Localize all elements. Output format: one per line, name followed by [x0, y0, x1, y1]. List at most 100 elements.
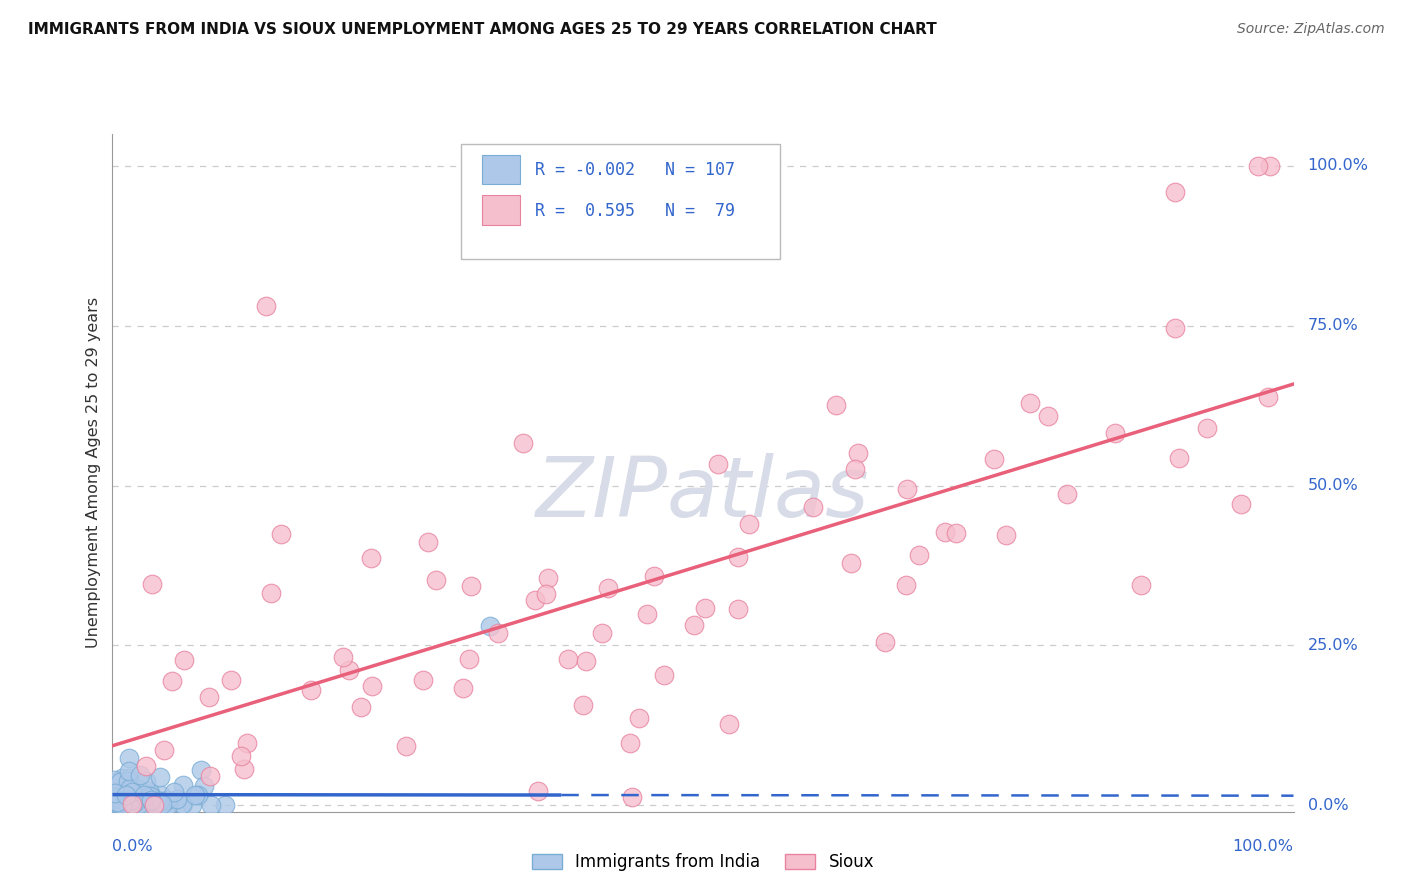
Text: R = -0.002   N = 107: R = -0.002 N = 107	[536, 161, 735, 179]
Point	[118, 764, 141, 778]
Point	[190, 763, 212, 777]
Point	[1036, 409, 1059, 424]
Point	[219, 673, 242, 688]
Point	[643, 569, 665, 583]
Legend: Immigrants from India, Sioux: Immigrants from India, Sioux	[524, 847, 882, 878]
Point	[150, 797, 173, 811]
Point	[184, 789, 207, 803]
Point	[139, 787, 162, 801]
Point	[134, 788, 156, 802]
Point	[112, 794, 135, 808]
Point	[112, 795, 135, 809]
Point	[121, 790, 143, 805]
Text: ZIPatlas: ZIPatlas	[536, 452, 870, 533]
Point	[141, 795, 163, 809]
Point	[135, 796, 157, 810]
Point	[1019, 396, 1042, 410]
Point	[873, 634, 896, 648]
Text: 100.0%: 100.0%	[1308, 158, 1368, 173]
Point	[125, 797, 148, 811]
Point	[108, 795, 131, 809]
Point	[1056, 487, 1078, 501]
Point	[111, 771, 134, 785]
Point	[134, 786, 156, 800]
Point	[620, 789, 643, 804]
Point	[636, 607, 658, 621]
Point	[557, 651, 579, 665]
Point	[652, 668, 675, 682]
Point	[117, 781, 139, 796]
Text: R =  0.595   N =  79: R = 0.595 N = 79	[536, 202, 735, 220]
Point	[135, 773, 157, 788]
Point	[120, 780, 142, 795]
Point	[200, 797, 222, 812]
Point	[571, 698, 593, 712]
Point	[107, 796, 129, 810]
Point	[458, 651, 481, 665]
Point	[360, 550, 382, 565]
Point	[534, 587, 557, 601]
Point	[104, 786, 127, 800]
FancyBboxPatch shape	[482, 195, 520, 225]
Point	[527, 784, 550, 798]
Point	[416, 534, 439, 549]
Point	[110, 775, 132, 789]
Point	[124, 790, 146, 805]
Point	[104, 781, 127, 796]
Point	[425, 574, 447, 588]
Point	[163, 785, 186, 799]
Point	[118, 793, 141, 807]
Point	[361, 679, 384, 693]
Point	[1195, 421, 1218, 435]
Point	[270, 526, 292, 541]
FancyBboxPatch shape	[482, 154, 520, 184]
Point	[173, 653, 195, 667]
Point	[128, 797, 150, 811]
Point	[139, 789, 162, 804]
Point	[139, 792, 162, 806]
Point	[231, 749, 253, 764]
Point	[395, 739, 418, 754]
Point	[1229, 497, 1251, 511]
Point	[120, 792, 142, 806]
Point	[149, 788, 172, 802]
Point	[479, 619, 502, 633]
Point	[908, 548, 931, 562]
Point	[108, 783, 131, 797]
Point	[121, 785, 143, 799]
Point	[523, 593, 546, 607]
Point	[187, 788, 209, 802]
Point	[983, 452, 1005, 467]
Point	[236, 736, 259, 750]
Point	[105, 797, 128, 811]
Point	[172, 797, 194, 811]
Point	[135, 759, 157, 773]
Point	[127, 797, 149, 812]
Point	[111, 790, 134, 805]
Point	[1258, 159, 1281, 173]
Point	[114, 797, 136, 812]
Point	[841, 557, 863, 571]
Point	[118, 771, 141, 785]
Point	[460, 579, 482, 593]
Point	[103, 796, 125, 810]
Point	[337, 663, 360, 677]
Point	[801, 500, 824, 514]
Point	[332, 650, 354, 665]
Point	[157, 797, 180, 812]
Point	[512, 436, 534, 450]
Point	[537, 571, 560, 585]
Point	[1104, 425, 1126, 440]
Point	[1257, 390, 1279, 404]
Point	[193, 779, 215, 793]
Point	[121, 797, 143, 812]
Point	[682, 618, 704, 632]
Point	[260, 586, 283, 600]
Point	[145, 797, 167, 812]
Point	[105, 795, 128, 809]
Text: 75.0%: 75.0%	[1308, 318, 1358, 334]
Point	[121, 785, 143, 799]
Point	[118, 781, 141, 796]
Point	[112, 782, 135, 797]
Text: 0.0%: 0.0%	[112, 838, 153, 854]
